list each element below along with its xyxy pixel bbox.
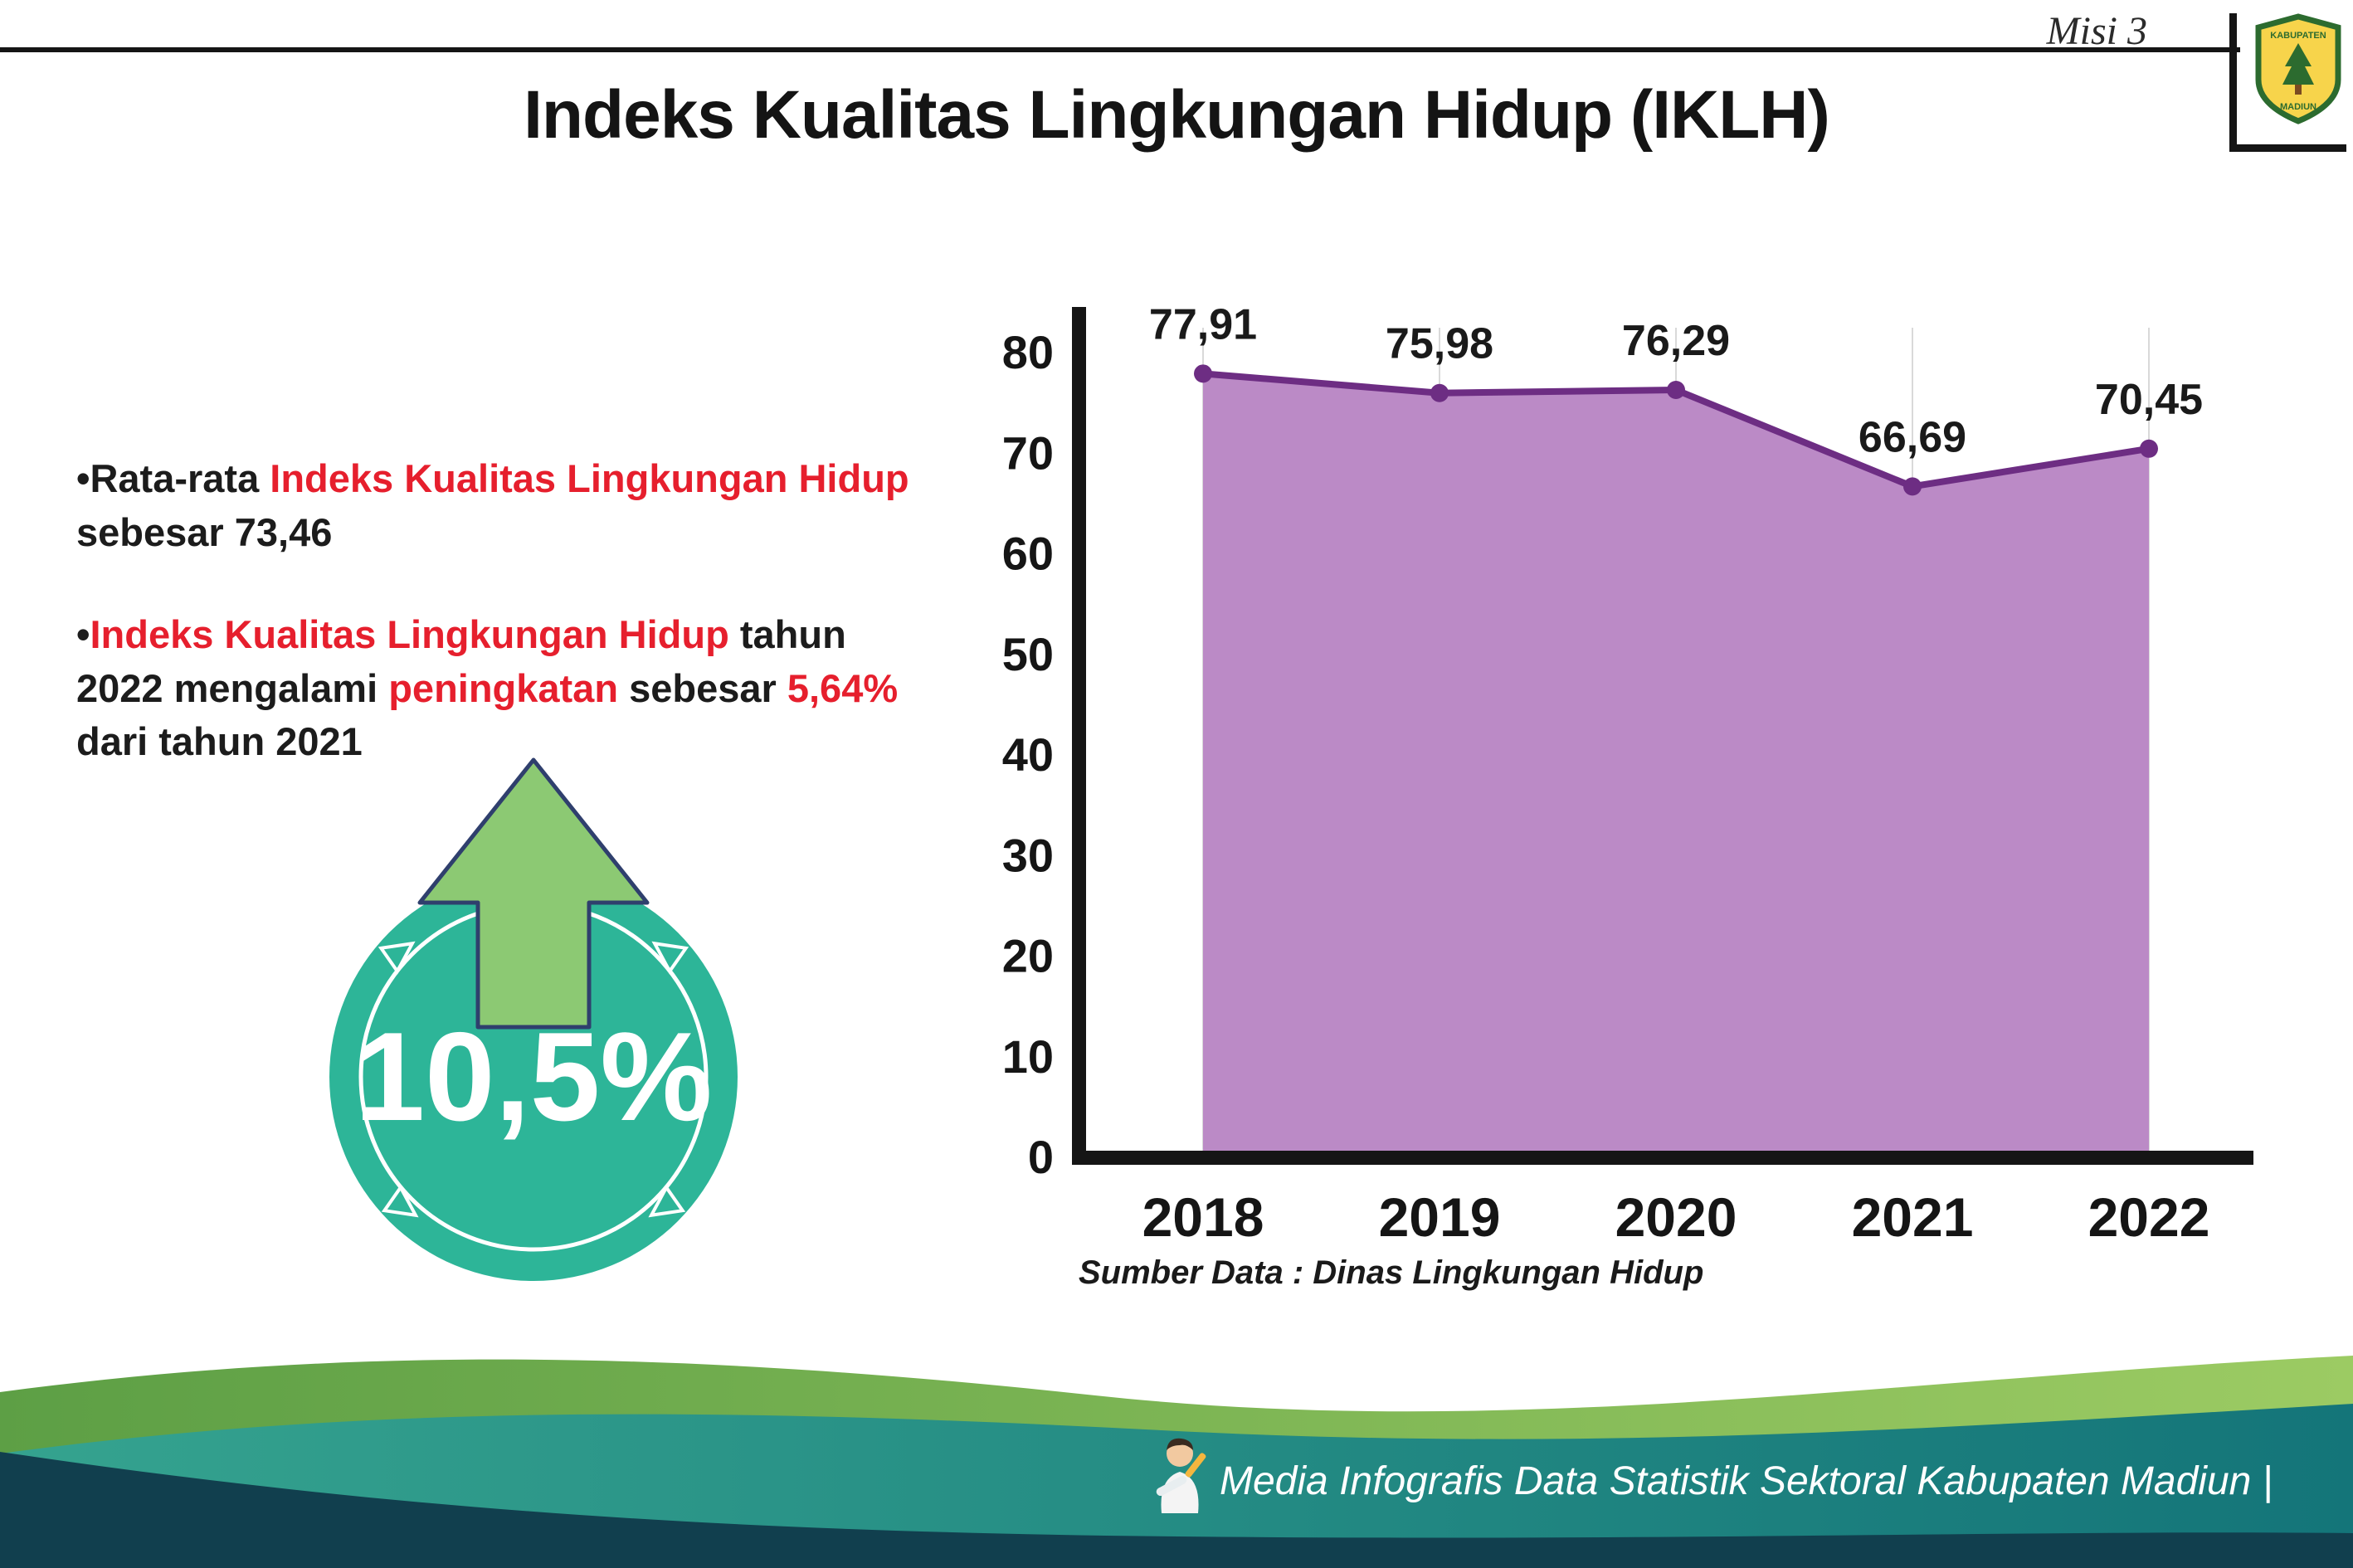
- bullet-point-average: •Rata-rata Indeks Kualitas Lingkungan Hi…: [76, 452, 943, 560]
- x-category-label: 2019: [1379, 1186, 1501, 1248]
- bullet1-value: sebesar 73,46: [76, 509, 333, 554]
- bullet2-text-2: sebesar: [618, 665, 787, 710]
- bullet-point-increase: •Indeks Kualitas Lingkungan Hidup tahun …: [76, 608, 943, 770]
- data-label: 70,45: [2095, 376, 2203, 424]
- y-tick-label: 10: [1002, 1030, 1054, 1083]
- summary-bullets: •Rata-rata Indeks Kualitas Lingkungan Hi…: [76, 452, 943, 817]
- data-point: [1194, 364, 1212, 383]
- increase-badge: 10,5%: [329, 757, 738, 1281]
- data-label: 76,29: [1622, 317, 1730, 365]
- bullet2-highlight-2: peningkatan: [388, 665, 619, 710]
- badge-triangle-ornaments: [378, 941, 689, 1218]
- mascot-arm: [1156, 1475, 1187, 1497]
- kabupaten-madiun-logo: KABUPATEN MADIUN: [2255, 13, 2341, 124]
- x-category-label: 2018: [1142, 1186, 1264, 1248]
- data-label: 75,98: [1386, 320, 1493, 368]
- logo-tree-icon: [2282, 43, 2314, 85]
- page-title: Indeks Kualitas Lingkungan Hidup (IKLH): [524, 77, 1830, 153]
- iklh-area-chart: 77,91 75,98 76,29 66,69 70,45 0 10 20 30 40 50 60 70…: [1002, 300, 2253, 1248]
- area-fill: [1203, 373, 2149, 1152]
- x-category-label: 2022: [2088, 1186, 2210, 1248]
- bullet2-text-1: tahun 2022 mengalami: [76, 611, 846, 710]
- badge-circle: [329, 873, 738, 1281]
- data-point: [2140, 439, 2158, 458]
- triangle-ornament: [651, 941, 689, 975]
- y-tick-label: 80: [1002, 326, 1054, 378]
- logo-tree-trunk: [2295, 85, 2302, 95]
- increase-percentage: 10,5%: [355, 1006, 713, 1147]
- bullet2-text-3: dari tahun 2021: [76, 719, 363, 764]
- y-tick-label: 70: [1002, 426, 1054, 479]
- x-axis: [1072, 1151, 2253, 1165]
- logo-text-bottom: MADIUN: [2280, 102, 2316, 112]
- mascot-icon: [1156, 1438, 1206, 1513]
- y-tick-label: 40: [1002, 728, 1054, 781]
- mascot-pencil: [1185, 1453, 1206, 1478]
- y-axis: [1072, 307, 1086, 1165]
- data-point: [1903, 477, 1922, 496]
- mascot-head: [1167, 1440, 1193, 1467]
- logo-text-top: KABUPATEN: [2270, 31, 2326, 41]
- triangle-ornament: [381, 1184, 419, 1218]
- y-tick-label: 20: [1002, 930, 1054, 982]
- y-tick-label: 50: [1002, 628, 1054, 680]
- data-label: 77,91: [1149, 300, 1257, 348]
- data-label: 66,69: [1859, 413, 1966, 461]
- data-point: [1667, 380, 1685, 399]
- bullet1-text: Rata-rata: [90, 456, 270, 500]
- triangle-ornament: [378, 941, 416, 975]
- bullet2-highlight-1: Indeks Kualitas Lingkungan Hidup: [90, 611, 729, 656]
- y-tick-label: 30: [1002, 829, 1054, 881]
- mascot-hair: [1167, 1438, 1193, 1450]
- bullet-marker: •: [76, 611, 90, 656]
- up-arrow-icon: [417, 757, 650, 1030]
- footer-wave-dark: [0, 1452, 2353, 1568]
- bullet2-highlight-3: 5,64%: [787, 665, 899, 710]
- bullet-marker: •: [76, 456, 90, 500]
- x-category-label: 2020: [1615, 1186, 1737, 1248]
- misi-label: Misi 3: [2046, 9, 2147, 53]
- x-category-label: 2021: [1852, 1186, 1974, 1248]
- bullet1-highlight: Indeks Kualitas Lingkungan Hidup: [270, 456, 909, 500]
- footer-credit: Media Infografis Data Statistik Sektoral…: [1220, 1459, 2273, 1503]
- logo-bracket: KABUPATEN MADIUN: [2229, 13, 2346, 152]
- y-tick-label: 0: [1028, 1131, 1054, 1183]
- header-rule: [0, 47, 2240, 52]
- triangle-ornament: [648, 1184, 686, 1218]
- chart-source: Sumber Data : Dinas Lingkungan Hidup: [1079, 1254, 1704, 1291]
- y-tick-label: 60: [1002, 528, 1054, 580]
- data-point: [1430, 383, 1449, 402]
